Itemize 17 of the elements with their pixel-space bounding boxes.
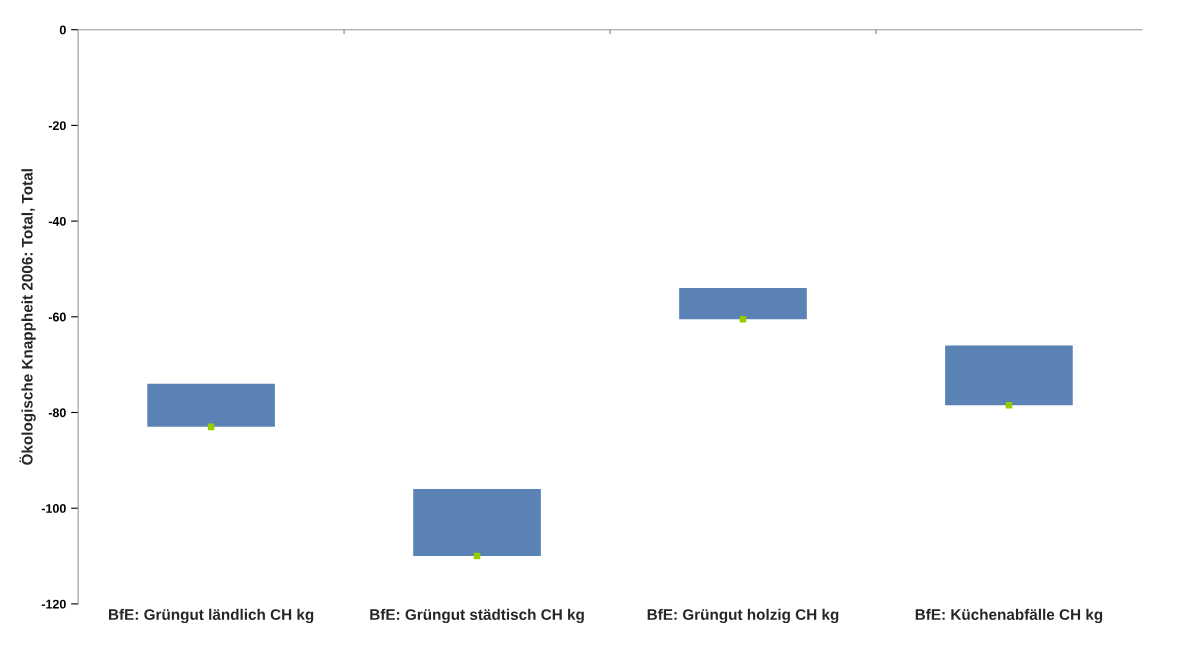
y-tick-label: -80 xyxy=(48,408,66,418)
y-tick-label: -120 xyxy=(41,599,66,609)
x-tick-label: BfE: Grüngut städtisch CH kg xyxy=(370,608,584,624)
bar xyxy=(413,489,541,557)
y-tick-label: -20 xyxy=(48,121,66,131)
y-tick-label: -40 xyxy=(48,216,66,226)
y-tick-label: 0 xyxy=(59,25,66,35)
bar xyxy=(945,345,1073,406)
x-tick-label: BfE: Küchenabfälle CH kg xyxy=(915,608,1103,624)
point xyxy=(1005,402,1013,409)
bar xyxy=(147,383,275,427)
y-axis-title: Ökologische Knappheit 2006: Total, Total xyxy=(19,169,36,465)
x-tick-label: BfE: Grüngut holzig CH kg xyxy=(647,608,839,624)
bar xyxy=(679,288,807,320)
y-tick-label: -60 xyxy=(48,312,66,322)
y-tick-label: -100 xyxy=(41,504,66,513)
x-tick-label: BfE: Grüngut ländlich CH kg xyxy=(109,608,314,624)
